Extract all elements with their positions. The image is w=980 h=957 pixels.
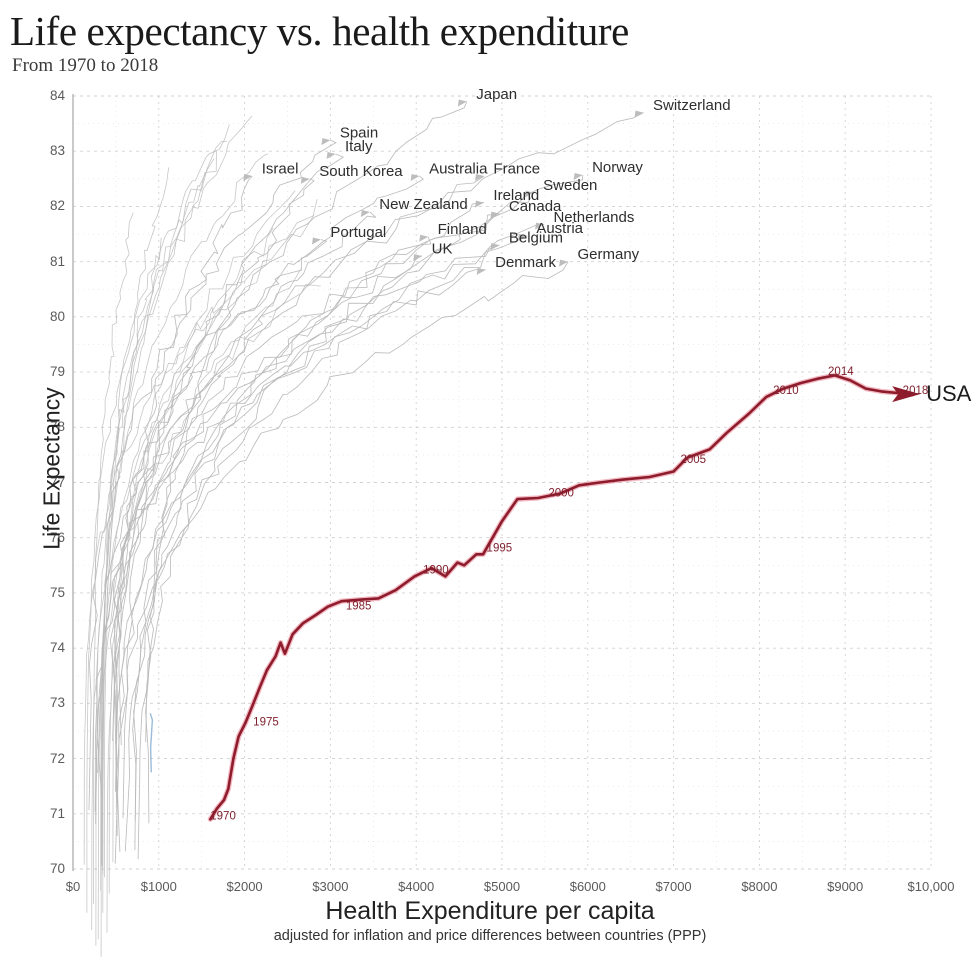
x-tick-label: $0	[65, 879, 81, 894]
year-label: 1985	[346, 600, 372, 612]
x-tick-label: $8000	[741, 879, 778, 894]
year-label: 1975	[253, 716, 279, 728]
country-label: Norway	[592, 159, 643, 176]
country-label: Israel	[262, 160, 299, 177]
country-label: Austria	[536, 220, 583, 237]
usa-series-line: USA	[207, 372, 972, 822]
x-tick-label: $2000	[226, 879, 263, 894]
country-series-lines	[83, 99, 644, 957]
y-tick-label: 72	[49, 750, 65, 766]
country-label: UK	[432, 240, 453, 257]
country-label: France	[493, 160, 540, 177]
year-label: 1990	[423, 565, 449, 577]
x-tick-label: $9000	[827, 879, 864, 894]
y-tick-label: 73	[49, 695, 65, 711]
y-tick-label: 80	[49, 308, 65, 324]
year-label: 2014	[828, 366, 854, 378]
country-label: Switzerland	[653, 97, 731, 114]
chart-subtitle: From 1970 to 2018	[12, 55, 159, 76]
country-label: Spain	[340, 124, 378, 141]
y-tick-label: 71	[49, 805, 65, 821]
country-label: Canada	[509, 198, 562, 215]
y-tick-label: 81	[49, 253, 65, 269]
country-label: Netherlands	[553, 209, 634, 226]
gridlines	[72, 95, 932, 870]
y-tick-label: 84	[49, 88, 65, 103]
x-tick-label: $5000	[483, 879, 521, 894]
year-label: 2010	[773, 385, 799, 397]
x-tick-label: $10,000	[907, 879, 955, 894]
country-label: Ireland	[493, 187, 539, 204]
country-label: Australia	[429, 160, 488, 177]
country-label: Finland	[438, 221, 487, 238]
y-tick-label: 70	[49, 861, 65, 876]
country-label: Germany	[578, 246, 640, 263]
x-tick-label: $4000	[398, 879, 435, 894]
country-label: Denmark	[495, 254, 556, 271]
y-tick-label: 77	[49, 474, 65, 490]
x-tick-label: $7000	[655, 879, 692, 894]
x-tick-label: $6000	[569, 879, 606, 894]
country-label: Italy	[345, 138, 373, 155]
highlight-blue-segment	[149, 713, 154, 773]
country-label: Sweden	[543, 177, 597, 194]
y-tick-label: 74	[49, 640, 65, 656]
y-tick-label: 79	[49, 364, 65, 380]
x-axis-title: Health Expenditure per capita	[325, 897, 655, 925]
country-label: South Korea	[319, 163, 403, 180]
country-label: Belgium	[509, 229, 563, 246]
country-label: Japan	[476, 86, 517, 103]
x-tick-label: $1000	[140, 879, 177, 894]
y-tick-label: 75	[49, 584, 65, 600]
year-label: 2018	[903, 385, 929, 397]
x-axis-subtitle: adjusted for inflation and price differe…	[273, 928, 707, 944]
chart-title: Life expectancy vs. health expenditure	[10, 8, 629, 54]
year-label: 2000	[548, 487, 574, 499]
country-label: Portugal	[330, 224, 386, 241]
year-label: 1970	[210, 810, 236, 822]
year-label: 2005	[680, 454, 706, 466]
usa-end-label: USA	[926, 381, 972, 406]
y-tick-label: 83	[49, 143, 65, 159]
country-label: New Zealand	[379, 196, 467, 213]
y-tick-label: 76	[49, 529, 65, 545]
year-label: 1995	[487, 543, 513, 555]
x-tick-label: $3000	[312, 879, 349, 894]
y-tick-label: 82	[49, 198, 65, 214]
usa-year-labels: 1970 1975 1985 1990 1995 2000 2005 2010 2014 2018	[210, 366, 928, 822]
y-tick-label: 78	[49, 419, 65, 435]
